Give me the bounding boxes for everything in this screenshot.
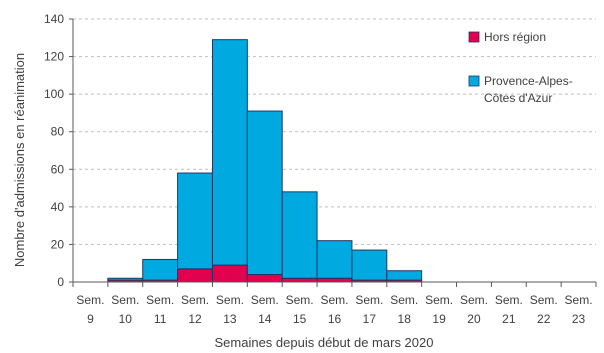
x-tick-label: Sem. 15 (286, 293, 314, 326)
bar-hors-region (281, 277, 318, 283)
y-tick-label: 120 (44, 50, 64, 64)
x-tick-label: Sem. 17 (355, 293, 383, 326)
x-tick-label: Sem. 9 (76, 293, 104, 326)
legend-swatch (468, 75, 480, 87)
y-tick-label: 20 (51, 237, 65, 251)
y-tick-label: 0 (57, 275, 64, 289)
bar-hors-region (211, 264, 248, 283)
x-tick-label: Sem. 19 (425, 293, 453, 326)
legend-label: Provence-Alpes-Côtes d'Azur (484, 74, 573, 105)
x-tick-label: Sem. 23 (565, 293, 593, 326)
legend-label: Hors région (484, 30, 546, 44)
y-tick-labels: 0 20 40 60 80 100 120 140 (44, 12, 64, 289)
y-tick-label: 100 (44, 87, 64, 101)
y-tick-label: 60 (51, 162, 65, 176)
bar-paca (211, 39, 248, 266)
x-tick-label: Sem. 21 (495, 293, 523, 326)
y-tick-label: 40 (51, 200, 65, 214)
bar-paca (246, 110, 283, 275)
y-tick-label: 80 (51, 125, 65, 139)
bar-paca (142, 258, 179, 281)
bar-paca (107, 277, 144, 281)
legend-swatch (468, 31, 480, 43)
bar-paca (351, 249, 388, 281)
x-tick-label: Sem. 22 (530, 293, 558, 326)
x-tick-label: Sem. 20 (460, 293, 488, 326)
legend: Hors région Provence-Alpes-Côtes d'Azur (468, 30, 573, 105)
y-axis-title: Nombre d'admissions en réanimation (12, 53, 27, 267)
bar-hors-region (246, 273, 283, 283)
gridlines (73, 18, 596, 245)
bar-paca (386, 270, 423, 281)
x-tick-label: Sem. 11 (146, 293, 174, 326)
bar-paca (316, 240, 353, 279)
x-axis-title: Semaines depuis début de mars 2020 (215, 335, 434, 350)
axes (69, 18, 597, 287)
bar-hors-region (316, 277, 353, 283)
y-tick-label: 140 (44, 12, 64, 26)
bars (107, 39, 423, 283)
x-tick-label: Sem. 13 (216, 293, 244, 326)
bar-paca (281, 191, 318, 279)
x-tick-label: Sem. 12 (181, 293, 209, 326)
x-tick-label: Sem. 16 (320, 293, 348, 326)
bar-paca (177, 172, 213, 270)
x-tick-label: Sem. 10 (111, 293, 139, 326)
x-tick-label: Sem. 14 (251, 293, 279, 326)
bar-hors-region (177, 268, 213, 283)
x-tick-label: Sem. 18 (390, 293, 418, 326)
